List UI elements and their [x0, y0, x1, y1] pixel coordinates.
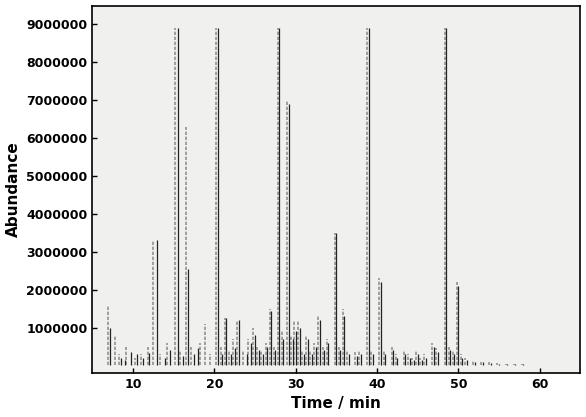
X-axis label: Time / min: Time / min [291, 397, 381, 412]
Y-axis label: Abundance: Abundance [5, 141, 21, 237]
